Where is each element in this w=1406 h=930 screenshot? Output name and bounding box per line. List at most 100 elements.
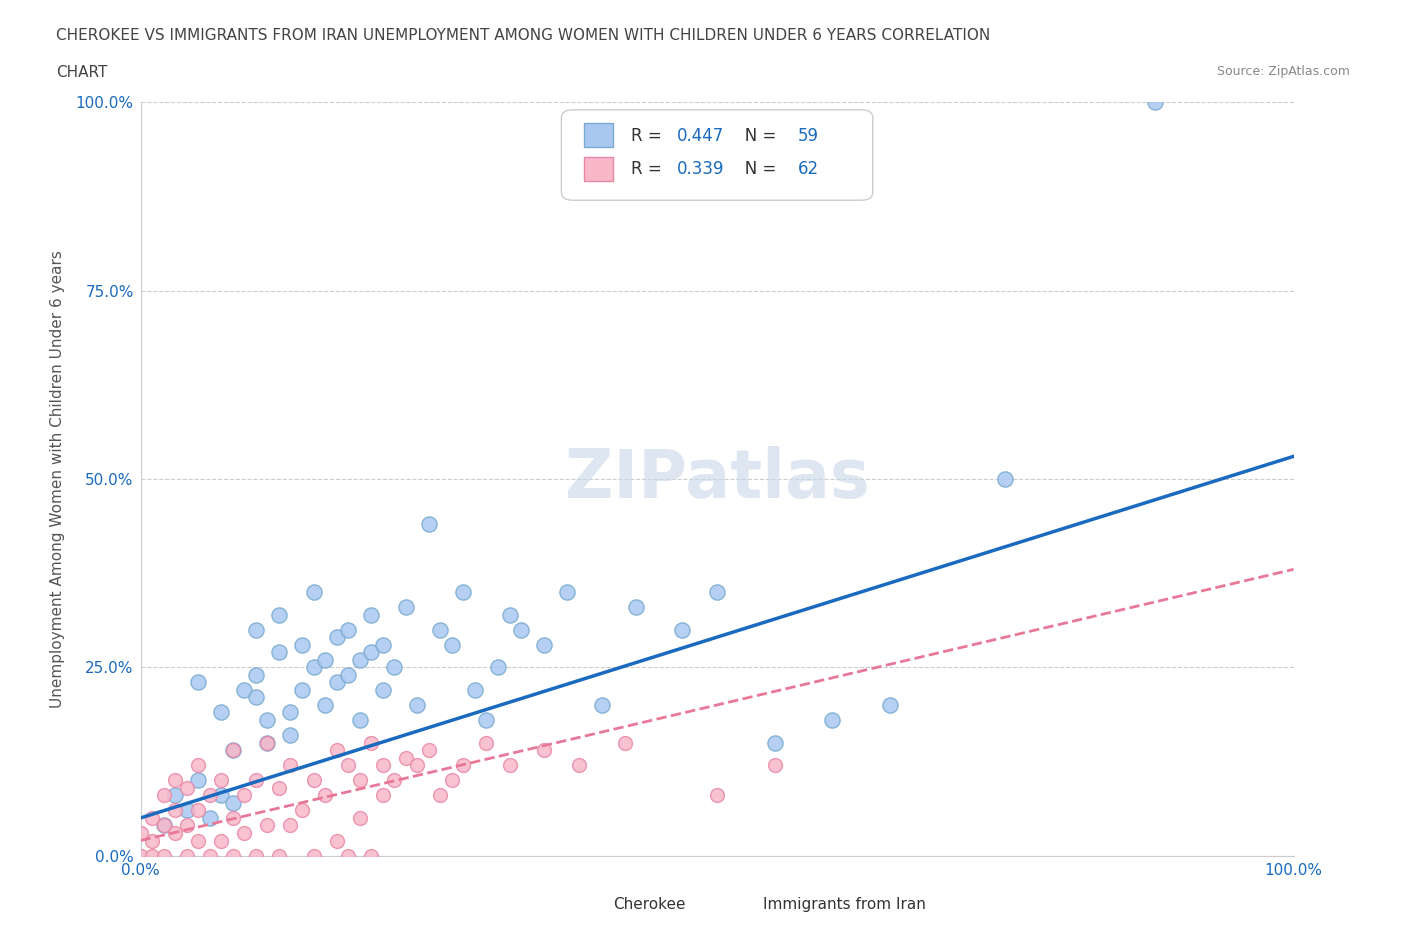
Immigrants from Iran xyxy=(152,818,174,833)
Cherokee xyxy=(267,607,290,622)
Cherokee xyxy=(280,705,302,720)
Cherokee xyxy=(209,788,232,803)
Cherokee xyxy=(187,773,209,788)
Cherokee xyxy=(1144,95,1167,110)
Immigrants from Iran xyxy=(280,758,302,773)
Immigrants from Iran xyxy=(371,758,394,773)
Immigrants from Iran xyxy=(245,773,267,788)
Immigrants from Iran xyxy=(165,803,187,817)
Cherokee xyxy=(176,803,198,817)
Cherokee xyxy=(360,607,382,622)
Immigrants from Iran xyxy=(429,788,451,803)
Immigrants from Iran xyxy=(371,788,394,803)
Immigrants from Iran xyxy=(152,788,174,803)
FancyBboxPatch shape xyxy=(585,157,613,181)
Immigrants from Iran xyxy=(165,773,187,788)
Cherokee xyxy=(464,683,486,698)
Immigrants from Iran xyxy=(141,848,163,863)
Immigrants from Iran xyxy=(395,751,418,765)
Immigrants from Iran xyxy=(763,758,786,773)
Cherokee xyxy=(498,607,520,622)
Immigrants from Iran xyxy=(360,735,382,750)
Text: N =: N = xyxy=(728,160,782,178)
FancyBboxPatch shape xyxy=(717,893,752,916)
Cherokee xyxy=(395,600,418,615)
Immigrants from Iran xyxy=(498,758,520,773)
Immigrants from Iran xyxy=(267,848,290,863)
Cherokee xyxy=(222,795,245,810)
Immigrants from Iran xyxy=(187,833,209,848)
Immigrants from Iran xyxy=(337,848,360,863)
Immigrants from Iran xyxy=(222,848,245,863)
Cherokee xyxy=(626,600,648,615)
Cherokee xyxy=(486,660,509,675)
Cherokee xyxy=(245,690,267,705)
Immigrants from Iran xyxy=(475,735,498,750)
Cherokee xyxy=(429,622,451,637)
Cherokee xyxy=(418,517,440,532)
Cherokee xyxy=(994,472,1017,486)
Cherokee xyxy=(475,712,498,727)
Immigrants from Iran xyxy=(187,803,209,817)
Immigrants from Iran xyxy=(176,780,198,795)
Cherokee xyxy=(671,622,693,637)
Text: N =: N = xyxy=(728,127,782,145)
Immigrants from Iran xyxy=(233,826,256,841)
Text: ZIPatlas: ZIPatlas xyxy=(565,446,869,512)
Immigrants from Iran xyxy=(291,803,314,817)
Immigrants from Iran xyxy=(187,758,209,773)
Text: R =: R = xyxy=(630,127,666,145)
Cherokee xyxy=(302,585,325,600)
Cherokee xyxy=(821,712,844,727)
Cherokee xyxy=(533,637,555,652)
Immigrants from Iran xyxy=(245,848,267,863)
Cherokee xyxy=(267,644,290,659)
Cherokee xyxy=(187,675,209,690)
Immigrants from Iran xyxy=(256,735,278,750)
Immigrants from Iran xyxy=(233,788,256,803)
Cherokee xyxy=(337,622,360,637)
Immigrants from Iran xyxy=(382,773,405,788)
Immigrants from Iran xyxy=(222,810,245,826)
Immigrants from Iran xyxy=(209,773,232,788)
Cherokee xyxy=(360,644,382,659)
Cherokee xyxy=(165,788,187,803)
Cherokee xyxy=(591,698,613,712)
Cherokee xyxy=(291,683,314,698)
Text: Source: ZipAtlas.com: Source: ZipAtlas.com xyxy=(1216,65,1350,78)
Y-axis label: Unemployment Among Women with Children Under 6 years: Unemployment Among Women with Children U… xyxy=(49,250,65,708)
Cherokee xyxy=(256,712,278,727)
Immigrants from Iran xyxy=(349,810,371,826)
Cherokee xyxy=(245,622,267,637)
Immigrants from Iran xyxy=(129,848,152,863)
Text: 62: 62 xyxy=(797,160,818,178)
Cherokee xyxy=(371,637,394,652)
Cherokee xyxy=(314,652,336,667)
Immigrants from Iran xyxy=(267,780,290,795)
Immigrants from Iran xyxy=(325,743,347,758)
Immigrants from Iran xyxy=(302,773,325,788)
Text: 0.447: 0.447 xyxy=(676,127,724,145)
Cherokee xyxy=(763,735,786,750)
Cherokee xyxy=(440,637,463,652)
Immigrants from Iran xyxy=(209,833,232,848)
FancyBboxPatch shape xyxy=(585,123,613,148)
Cherokee xyxy=(349,652,371,667)
Cherokee xyxy=(280,727,302,742)
Text: R =: R = xyxy=(630,160,666,178)
Cherokee xyxy=(453,585,475,600)
Immigrants from Iran xyxy=(198,788,221,803)
Text: CHART: CHART xyxy=(56,65,108,80)
Immigrants from Iran xyxy=(314,788,336,803)
Cherokee xyxy=(879,698,901,712)
Immigrants from Iran xyxy=(613,735,636,750)
Cherokee xyxy=(325,630,347,644)
Cherokee xyxy=(233,683,256,698)
Immigrants from Iran xyxy=(141,833,163,848)
Cherokee xyxy=(314,698,336,712)
Cherokee xyxy=(706,585,728,600)
FancyBboxPatch shape xyxy=(561,110,873,200)
Cherokee xyxy=(349,712,371,727)
Cherokee xyxy=(209,705,232,720)
Immigrants from Iran xyxy=(440,773,463,788)
